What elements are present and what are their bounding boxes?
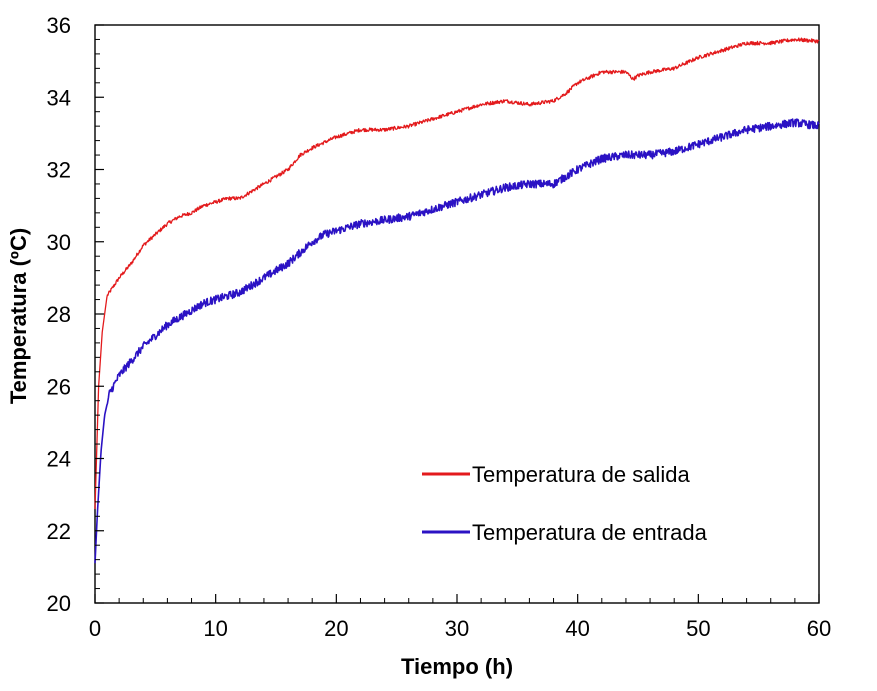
legend-label: Temperatura de entrada (472, 520, 708, 545)
series-line-salida (94, 37, 820, 510)
y-tick-label: 28 (47, 302, 71, 327)
y-tick-label: 30 (47, 230, 71, 255)
plot-frame (94, 24, 820, 604)
axes-layer: 0 10 20 30 40 50 60 20 22 24 26 28 30 32 34 36 (47, 13, 832, 641)
y-tick-label: 32 (47, 158, 71, 183)
x-tick-label: 0 (89, 616, 101, 641)
x-tick-label: 60 (807, 616, 831, 641)
y-tick-label: 26 (47, 374, 71, 399)
x-tick-label: 10 (203, 616, 227, 641)
y-axis-title: Temperatura (ºC) (6, 228, 31, 404)
series-layer (94, 37, 820, 564)
x-tick-label: 30 (445, 616, 469, 641)
y-tick-label: 24 (47, 447, 71, 472)
y-tick-label: 36 (47, 13, 71, 38)
y-tick-label: 34 (47, 85, 71, 110)
x-tick-label: 20 (324, 616, 348, 641)
y-tick-label: 22 (47, 519, 71, 544)
x-tick-label: 50 (686, 616, 710, 641)
plot-area (94, 24, 820, 604)
series-line-entrada (94, 118, 820, 564)
legend-label: Temperatura de salida (472, 462, 690, 487)
x-axis-title: Tiempo (h) (401, 654, 513, 679)
legend: Temperatura de salida Temperatura de entr… (422, 462, 708, 545)
y-tick-label: 20 (47, 591, 71, 616)
x-tick-label: 40 (565, 616, 589, 641)
